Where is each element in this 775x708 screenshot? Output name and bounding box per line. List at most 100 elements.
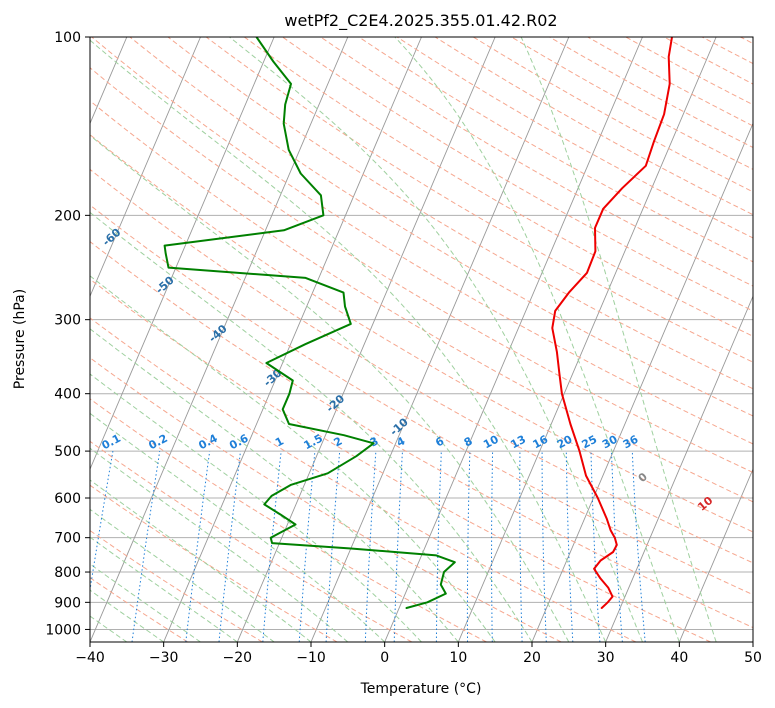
isotherm: [531, 122, 753, 642]
x-tick-label: −40: [75, 650, 105, 666]
moist-adiabat: [90, 134, 570, 642]
moist-adiabat: [90, 328, 459, 642]
mixing-ratio-label: 16: [531, 433, 551, 452]
isotherm-label: -80: [0, 135, 15, 158]
dewpoint-profile-line: [163, 37, 456, 609]
y-tick-label: 1000: [45, 622, 81, 638]
mixing-ratio-label: 2: [332, 434, 345, 449]
y-tick-label: 100: [54, 30, 81, 46]
moist-adiabat: [394, 37, 680, 642]
x-tick-label: 10: [449, 650, 467, 666]
y-tick-label: 800: [54, 565, 81, 581]
y-tick-label: 700: [54, 531, 81, 547]
dry-adiabat: [90, 529, 263, 642]
y-tick-label: 500: [54, 444, 81, 460]
dry-adiabat: [90, 278, 711, 642]
y-tick-label: 400: [54, 387, 81, 403]
x-axis-label: Temperature (°C): [360, 681, 482, 697]
dry-adiabat: [358, 37, 753, 263]
isotherm: [752, 640, 753, 642]
dry-adiabat: [90, 204, 753, 596]
dry-adiabat: [511, 37, 753, 170]
mixing-ratio-line: [131, 451, 161, 642]
mixing-ratio-line: [565, 451, 574, 642]
mixing-ratio-label: 8: [462, 434, 475, 449]
dry-adiabat: [90, 577, 188, 642]
isotherm: [90, 37, 275, 471]
dry-adiabat: [244, 37, 753, 337]
mixing-ratio-label: 13: [508, 433, 528, 452]
isotherm-label: -60: [100, 226, 124, 249]
dry-adiabat: [90, 168, 753, 564]
moist-adiabat: [520, 37, 717, 642]
mixing-ratio-line: [590, 451, 601, 642]
dry-adiabat: [90, 398, 487, 642]
y-tick-label: 200: [54, 208, 81, 224]
isotherm: [236, 37, 496, 642]
dry-adiabat: [90, 100, 753, 503]
x-tick-label: 20: [523, 650, 541, 666]
moist-adiabat: [90, 447, 349, 642]
isotherm-label: -40: [206, 322, 230, 345]
isotherm: [678, 467, 753, 642]
moist-adiabat: [90, 563, 201, 642]
dry-adiabat: [587, 37, 753, 127]
mixing-ratio-label: 0.6: [227, 432, 251, 453]
temperature-profile-line: [551, 37, 673, 609]
mixing-ratio-label: 36: [621, 433, 641, 452]
dry-adiabat: [663, 37, 753, 85]
y-axis-label: Pressure (hPa): [12, 289, 28, 389]
isotherm-label: -30: [261, 366, 285, 389]
isotherm-label: -70: [45, 181, 69, 204]
isotherm: [384, 37, 643, 642]
mixing-ratio-label: 1.5: [302, 432, 325, 453]
mixing-ratio-label: 6: [433, 434, 446, 449]
isotherm: [605, 295, 753, 642]
x-tick-label: 50: [744, 650, 762, 666]
moist-adiabat: [90, 479, 312, 642]
moist-adiabat: [90, 39, 607, 642]
mixing-ratio-line: [490, 451, 494, 642]
dry-adiabat: [90, 134, 753, 533]
adiabat-label: 10: [695, 494, 715, 514]
adiabat-label: 0: [636, 470, 650, 485]
mixing-ratio-line: [218, 451, 241, 642]
x-tick-label: −30: [149, 650, 179, 666]
dry-adiabat: [701, 37, 753, 65]
mixing-ratio-label: 10: [481, 433, 501, 452]
moist-adiabat: [90, 412, 386, 642]
dry-adiabat: [90, 484, 338, 642]
mixing-ratio-line: [90, 451, 114, 594]
adiabat-label: 20: [757, 521, 775, 541]
isotherm-label: -20: [324, 392, 348, 415]
x-tick-label: 30: [597, 650, 615, 666]
moist-adiabat: [90, 373, 422, 642]
isotherm-label: -10: [387, 415, 411, 438]
dry-adiabat: [91, 37, 753, 445]
dry-adiabat: [473, 37, 753, 193]
dry-adiabat: [282, 37, 753, 312]
dry-adiabat: [167, 37, 753, 390]
mixing-ratio-label: 0.2: [146, 432, 169, 453]
mixing-ratio-line: [364, 451, 377, 642]
dry-adiabat: [549, 37, 753, 149]
dry-adiabat: [90, 440, 413, 642]
isotherm: [163, 37, 422, 642]
dry-adiabat: [90, 240, 753, 629]
x-tick-label: −20: [223, 650, 253, 666]
isotherm: [457, 37, 717, 642]
moist-adiabat: [90, 211, 533, 642]
y-tick-label: 600: [54, 491, 81, 507]
mixing-ratio-label: 20: [555, 433, 575, 452]
plot-frame: [89, 36, 754, 643]
dry-adiabat: [740, 37, 753, 45]
moist-adiabat: [229, 37, 643, 642]
isotherm: [90, 37, 349, 642]
mixing-ratio-label: 25: [580, 433, 600, 452]
x-tick-label: 40: [670, 650, 688, 666]
dry-adiabat: [90, 357, 562, 642]
isotherm: [90, 37, 201, 298]
y-tick-label: 300: [54, 313, 81, 329]
mixing-ratio-line: [185, 451, 211, 642]
